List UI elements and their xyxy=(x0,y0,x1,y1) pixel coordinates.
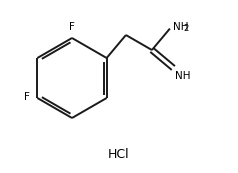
Text: F: F xyxy=(25,92,30,102)
Text: F: F xyxy=(69,22,75,32)
Text: HCl: HCl xyxy=(108,148,130,162)
Text: NH: NH xyxy=(175,71,191,81)
Text: 2: 2 xyxy=(183,24,189,33)
Text: NH: NH xyxy=(173,22,188,31)
